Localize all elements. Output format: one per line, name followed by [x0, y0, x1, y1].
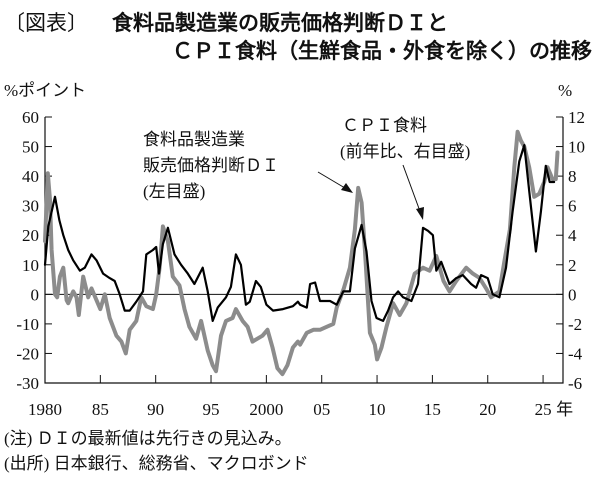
x-tick-label: 2000 [249, 400, 283, 419]
right-tick-label: 12 [568, 108, 585, 127]
x-tick-label: 95 [203, 400, 220, 419]
right-tick-label: -6 [568, 374, 582, 393]
x-tick-label: 20 [479, 400, 496, 419]
left-tick-label: 50 [22, 138, 39, 157]
x-tick-label: 1980 [28, 400, 62, 419]
series-line-di [43, 129, 560, 377]
x-tick-label: 85 [92, 400, 109, 419]
cpi-label-line2: (前年比、右目盛) [340, 142, 470, 161]
cpi-arrow [402, 164, 424, 220]
chart-title-line2: ＣＰＩ食料（生鮮食品・外食を除く）の推移 [172, 39, 592, 63]
series-line-cpi [43, 144, 556, 322]
left-axis-unit: %ポイント [4, 81, 86, 100]
right-tick-label: 0 [568, 285, 577, 304]
chart-title-line1: 食料品製造業の販売価格判断ＤＩと [112, 11, 448, 35]
source-note: (出所) 日本銀行、総務省、マクロボンド [4, 454, 309, 473]
right-tick-label: -2 [568, 315, 582, 334]
right-tick-label: 6 [568, 197, 577, 216]
x-tick-label: 10 [369, 400, 386, 419]
left-tick-label: 0 [31, 285, 40, 304]
di-label-line2: 販売価格判断ＤＩ [143, 156, 279, 175]
right-tick-label: 8 [568, 167, 577, 186]
left-tick-label: 20 [22, 226, 39, 245]
cpi-label-line1: ＣＰＩ食料 [342, 116, 427, 135]
axes: 6050403020100-10-20-30121086420-2-4-6198… [16, 108, 585, 419]
x-tick-label: 15 [424, 400, 441, 419]
axis-frame [44, 117, 564, 384]
x-tick-label: 25 [535, 400, 552, 419]
right-tick-label: 10 [568, 138, 585, 157]
right-tick-label: 2 [568, 256, 577, 275]
left-tick-label: -10 [16, 315, 39, 334]
right-tick-label: -4 [568, 344, 583, 363]
left-tick-label: 60 [22, 108, 39, 127]
footnote: (注) ＤＩの最新値は先行きの見込み。 [4, 429, 292, 448]
series-lines [43, 129, 560, 377]
right-tick-label: 4 [568, 226, 577, 245]
left-tick-label: 40 [22, 167, 39, 186]
left-tick-label: 30 [22, 197, 39, 216]
left-tick-label: 10 [22, 256, 39, 275]
di-label-line1: 食料品製造業 [143, 130, 245, 149]
x-tick-label: 90 [147, 400, 164, 419]
right-axis-unit: % [558, 81, 572, 100]
left-tick-label: -30 [16, 374, 39, 393]
x-tick-label: 05 [313, 400, 330, 419]
left-tick-label: -20 [16, 344, 39, 363]
figure-tag: 〔図表〕 [4, 11, 88, 35]
di-label-line3: (左目盛) [143, 182, 205, 201]
di-arrow [317, 171, 353, 193]
x-axis-unit: 年 [556, 400, 573, 419]
